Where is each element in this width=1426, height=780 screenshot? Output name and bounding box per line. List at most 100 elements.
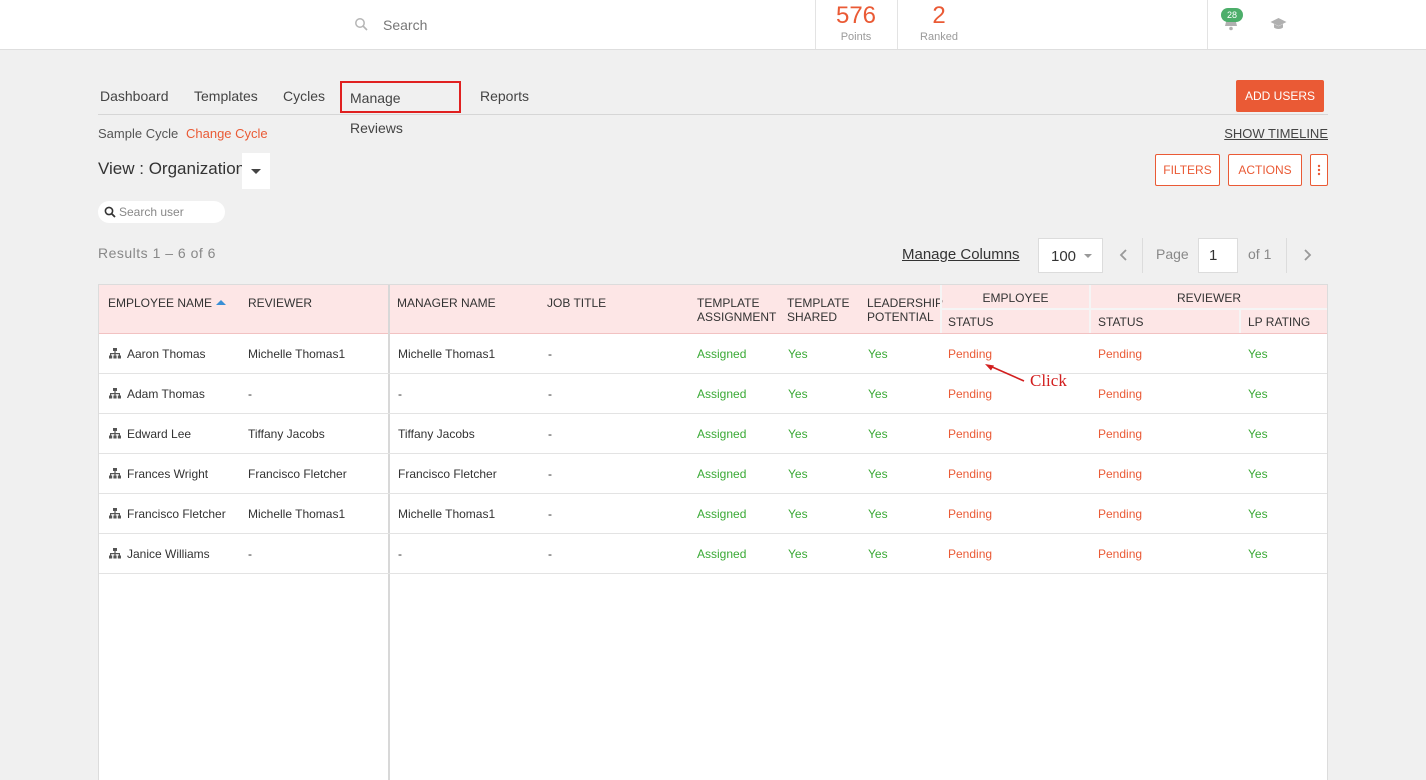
employee-name-cell[interactable]: Aaron Thomas — [127, 347, 206, 361]
leadership-potential-cell: Yes — [868, 467, 888, 481]
reviews-table: EMPLOYEE NAME REVIEWER MANAGER NAME JOB … — [98, 284, 1328, 780]
page-total: of 1 — [1248, 246, 1272, 262]
employee-status-link[interactable]: Pending — [948, 467, 993, 481]
column-header-lp-rating[interactable]: LP RATING — [1248, 315, 1311, 329]
employee-status-link[interactable]: Pending — [948, 427, 993, 441]
template-shared-cell: Yes — [788, 427, 808, 441]
lp-rating-cell: Yes — [1248, 347, 1268, 361]
org-chart-icon[interactable] — [109, 468, 121, 479]
employee-status-link[interactable]: Pending — [948, 507, 993, 521]
show-timeline-link[interactable]: SHOW TIMELINE — [1224, 126, 1328, 141]
org-chart-icon[interactable] — [109, 508, 121, 519]
chevron-left-icon[interactable] — [1117, 246, 1131, 264]
divider — [897, 0, 898, 49]
job-title-cell: - — [548, 387, 552, 401]
filters-button[interactable]: FILTERS — [1155, 154, 1220, 186]
column-header-manager-name[interactable]: MANAGER NAME — [397, 296, 496, 310]
reviewer-status-link[interactable]: Pending — [1098, 387, 1143, 401]
tab-cycles[interactable]: Cycles — [283, 88, 326, 104]
table-row: Edward Lee Tiffany Jacobs Tiffany Jacobs - A… — [99, 414, 1327, 454]
reviewer-status-link[interactable]: Pending — [1098, 347, 1143, 361]
notification-badge: 28 — [1221, 8, 1243, 22]
employee-status-link[interactable]: Pending — [948, 387, 993, 401]
manager-name-cell: - — [398, 547, 402, 561]
template-shared-cell: Yes — [788, 347, 808, 361]
column-header-reviewer-status[interactable]: STATUS — [1098, 315, 1144, 329]
tab-reports[interactable]: Reports — [480, 88, 530, 104]
divider — [940, 285, 942, 333]
points-label: Points — [840, 31, 872, 43]
page-size-select[interactable]: 100 — [1038, 238, 1103, 273]
reviewer-status-link[interactable]: Pending — [1098, 467, 1143, 481]
top-bar: 576 Points 2 Ranked 28 — [0, 0, 1426, 50]
template-assignment-cell: Assigned — [697, 467, 747, 481]
global-search-input[interactable] — [383, 16, 783, 34]
page-number-input[interactable] — [1198, 238, 1238, 273]
column-header-employee-name[interactable]: EMPLOYEE NAME — [108, 296, 227, 310]
change-cycle-link[interactable]: Change Cycle — [186, 126, 268, 141]
template-shared-cell: Yes — [788, 507, 808, 521]
tab-manage-reviews[interactable]: Manage Reviews — [340, 81, 461, 136]
tab-templates[interactable]: Templates — [194, 88, 258, 104]
reviewer-status-link[interactable]: Pending — [1098, 427, 1143, 441]
employee-name-cell[interactable]: Janice Williams — [127, 547, 210, 561]
view-dropdown-button[interactable] — [242, 153, 270, 189]
lp-rating-cell: Yes — [1248, 507, 1268, 521]
more-options-button[interactable] — [1310, 154, 1328, 186]
add-users-button[interactable]: ADD USERS — [1236, 80, 1324, 112]
column-header-reviewer[interactable]: REVIEWER — [248, 296, 313, 310]
column-header-job-title[interactable]: JOB TITLE — [547, 296, 607, 310]
template-assignment-cell: Assigned — [697, 547, 747, 561]
sort-ascending-icon — [216, 300, 227, 305]
manager-name-cell: Michelle Thomas1 — [398, 347, 496, 361]
org-chart-icon[interactable] — [109, 348, 121, 359]
page-label: Page — [1156, 246, 1189, 262]
employee-name-cell[interactable]: Adam Thomas — [127, 387, 205, 401]
user-search-box — [98, 201, 225, 223]
employee-name-cell[interactable]: Francisco Fletcher — [127, 507, 226, 521]
column-header-line: SHARED — [787, 310, 838, 324]
column-header-employee-status[interactable]: STATUS — [948, 315, 994, 329]
graduation-cap-icon[interactable] — [1270, 17, 1287, 31]
results-count: Results 1 – 6 of 6 — [98, 245, 216, 261]
column-header-leadership-potential[interactable]: LEADERSHIP POTENTIAL — [867, 296, 943, 324]
column-header-line: TEMPLATE — [787, 296, 850, 310]
cycle-name: Sample Cycle — [98, 126, 179, 141]
org-chart-icon[interactable] — [109, 428, 121, 439]
manage-columns-link[interactable]: Manage Columns — [902, 246, 1020, 263]
org-chart-icon[interactable] — [109, 548, 121, 559]
ranked-stat: 2 Ranked — [898, 0, 980, 49]
column-header-line: LEADERSHIP — [867, 296, 944, 310]
annotation-text: Click — [1030, 371, 1067, 390]
column-header-template-assignment[interactable]: TEMPLATE ASSIGNMENT — [697, 296, 776, 324]
reviewer-status-link[interactable]: Pending — [1098, 547, 1143, 561]
divider — [815, 0, 816, 49]
job-title-cell: - — [548, 347, 552, 361]
kebab-menu-icon — [1317, 164, 1321, 176]
points-stat: 576 Points — [816, 0, 896, 49]
employee-name-cell[interactable]: Frances Wright — [127, 467, 209, 481]
tab-dashboard[interactable]: Dashboard — [100, 88, 169, 104]
employee-status-link[interactable]: Pending — [948, 347, 993, 361]
ranked-value: 2 — [932, 2, 946, 29]
template-assignment-cell: Assigned — [697, 347, 747, 361]
leadership-potential-cell: Yes — [868, 347, 888, 361]
chevron-right-icon[interactable] — [1300, 246, 1314, 264]
manager-name-cell: Michelle Thomas1 — [398, 507, 496, 521]
table-row: Adam Thomas - - - Assigned Yes Yes Pending Pendi… — [99, 374, 1327, 414]
column-group-reviewer: REVIEWER — [1176, 291, 1241, 305]
column-header-line: TEMPLATE — [697, 296, 760, 310]
template-assignment-cell: Assigned — [697, 387, 747, 401]
org-chart-icon[interactable] — [109, 388, 121, 399]
divider — [1239, 309, 1241, 333]
user-search-input[interactable] — [119, 204, 219, 220]
employee-status-link[interactable]: Pending — [948, 547, 993, 561]
column-header-line: ASSIGNMENT — [697, 310, 777, 324]
employee-name-cell[interactable]: Edward Lee — [127, 427, 192, 441]
column-header-template-shared[interactable]: TEMPLATE SHARED — [787, 296, 849, 324]
search-icon — [355, 18, 368, 31]
reviewer-status-link[interactable]: Pending — [1098, 507, 1143, 521]
reviewer-cell: - — [248, 547, 252, 561]
manager-name-cell: Tiffany Jacobs — [398, 427, 475, 441]
actions-button[interactable]: ACTIONS — [1228, 154, 1302, 186]
